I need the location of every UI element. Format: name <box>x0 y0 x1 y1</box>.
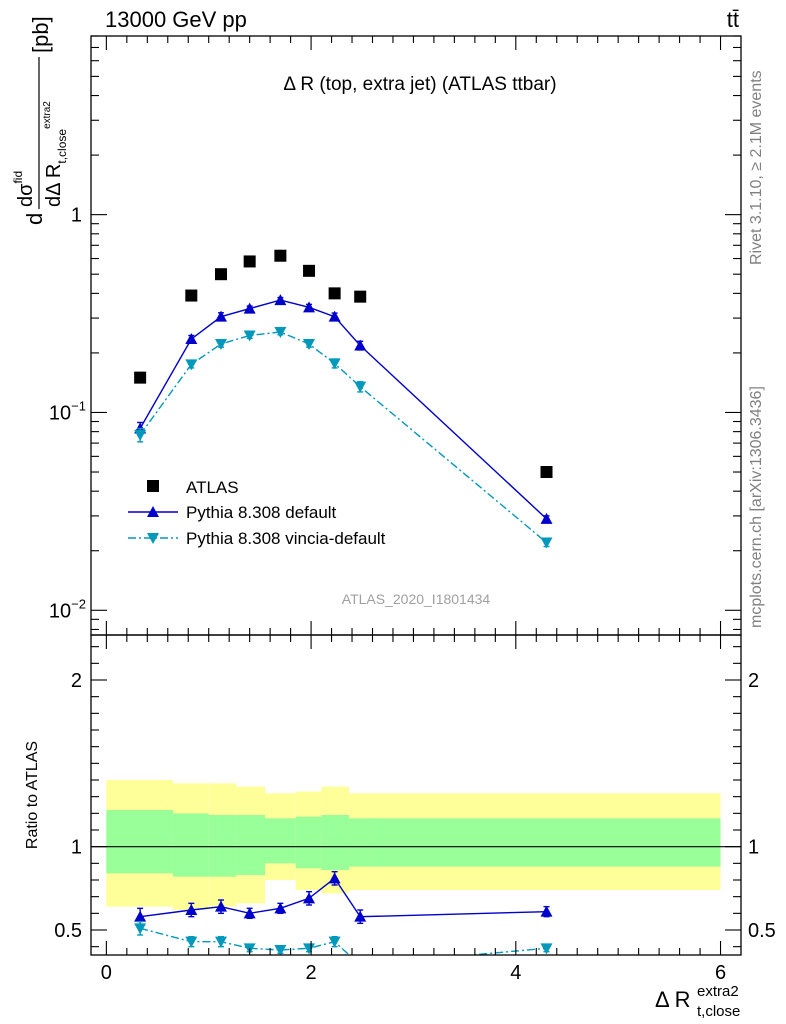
main-vincia-marker <box>215 338 227 350</box>
inner-band-bin <box>265 818 296 864</box>
main-atlas-point <box>134 371 147 384</box>
main-atlas-point <box>303 264 316 277</box>
main-vincia-marker <box>274 327 287 339</box>
main-default-marker <box>185 333 198 345</box>
legend-vincia-marker <box>147 533 159 544</box>
main-atlas-point <box>215 268 227 281</box>
main-vincia-marker <box>243 330 256 342</box>
x-tick-label: 0 <box>101 962 112 984</box>
legend-default-label: Pythia 8.308 default <box>186 503 337 522</box>
ratio-default-marker <box>540 905 553 917</box>
ratio-y-tick-label: 2 <box>71 670 82 692</box>
y-tick-label: 10−1 <box>49 398 86 424</box>
inner-band-bin <box>236 815 266 875</box>
ratio-default-marker <box>303 892 316 904</box>
ratio-default-marker <box>274 902 287 914</box>
main-atlas-point <box>354 290 367 303</box>
main-atlas-point <box>243 255 256 268</box>
ratio-default-marker <box>328 872 341 884</box>
main-title: Δ R (top, extra jet) (ATLAS ttbar) <box>283 74 556 95</box>
inner-band-bin <box>321 815 349 870</box>
legend: ATLAS Pythia 8.308 default Pythia 8.308 … <box>128 478 386 548</box>
legend-atlas-marker <box>147 480 159 492</box>
main-default-marker <box>328 310 341 322</box>
legend-default-marker <box>147 506 159 517</box>
main-vincia-marker <box>134 429 147 441</box>
main-vincia-marker <box>303 338 316 350</box>
inner-band-bin <box>348 818 375 867</box>
ratio-y-tick-label-right: 2 <box>748 670 759 692</box>
ratio-vincia-marker <box>134 923 147 935</box>
x-axis-label: Δ R t,close extra2 <box>655 983 740 1020</box>
x-tick-label: 4 <box>510 962 521 984</box>
ratio-vincia-line <box>139 927 547 955</box>
energy-label: 13000 GeV pp <box>105 7 247 32</box>
ratio-y-axis-label: Ratio to ATLAS <box>24 741 41 849</box>
main-atlas-point <box>185 289 198 302</box>
y-tick-label: 1 <box>71 205 82 227</box>
mcplots-label: mcplots.cern.ch [arXiv:1306.3436] <box>748 386 765 628</box>
legend-atlas-label: ATLAS <box>186 478 239 497</box>
ratio-vincia-marker <box>215 936 227 948</box>
ratio-series-group <box>134 870 553 971</box>
ratio-y-tick-label: 0.5 <box>54 920 82 942</box>
x-tick-label: 2 <box>306 962 317 984</box>
ratio-y-tick-label-right: 0.5 <box>748 920 776 942</box>
inner-band-bin <box>208 815 237 877</box>
ratio-vincia-marker <box>274 945 287 955</box>
x-tick-label: 6 <box>715 962 726 984</box>
svg-text:[pb]: [pb] <box>28 16 53 53</box>
rivet-version-label: Rivet 3.1.10, ≥ 2.1M events <box>748 70 765 265</box>
main-atlas-point <box>328 287 341 300</box>
ratio-vincia-marker <box>185 936 198 948</box>
main-vincia-marker <box>540 537 553 549</box>
main-vincia-marker <box>328 358 341 370</box>
main-vincia-marker <box>354 381 367 393</box>
ratio-default-marker <box>185 904 198 915</box>
ratio-vincia-marker <box>354 960 366 971</box>
main-atlas-point <box>274 249 287 262</box>
ratio-vincia-marker <box>540 943 553 955</box>
svg-text:Δ R: Δ R <box>655 987 690 1012</box>
svg-text:t,close: t,close <box>697 1003 740 1020</box>
main-series-group <box>134 249 553 549</box>
main-vincia-marker <box>185 359 198 371</box>
ratio-plot-frame <box>90 634 742 956</box>
main-y-axis-label: d dσfid dΔ Rt,closeextra2 [pb] <box>11 16 69 225</box>
analysis-watermark: ATLAS_2020_I1801434 <box>342 591 491 607</box>
svg-text:extra2: extra2 <box>697 983 739 1000</box>
legend-vincia-label: Pythia 8.308 vincia-default <box>186 529 386 548</box>
main-atlas-point <box>540 466 553 479</box>
ratio-y-tick-label-right: 1 <box>748 837 759 859</box>
svg-text:dσfid: dσfid <box>11 171 37 207</box>
main-default-marker <box>215 310 227 322</box>
ratio-default-marker <box>215 900 227 912</box>
axis-ticks <box>91 35 741 955</box>
inner-band-bin <box>106 810 173 874</box>
ratio-default-marker <box>354 910 367 922</box>
ratio-uncertainty-bands <box>106 780 721 910</box>
inner-band-bin <box>295 816 322 869</box>
ratio-default-marker <box>243 907 256 919</box>
ratio-y-tick-label: 1 <box>71 837 82 859</box>
ratio-default-marker <box>134 910 147 922</box>
main-default-marker <box>243 302 256 314</box>
inner-band-bin <box>172 813 209 877</box>
y-tick-label: 10−2 <box>49 596 86 622</box>
svg-text:d: d <box>22 213 47 225</box>
main-default-marker <box>303 301 316 313</box>
main-default-marker <box>274 294 287 306</box>
inner-band-bin <box>374 818 721 867</box>
ratio-vincia-marker <box>303 943 316 955</box>
process-label: tt̄ <box>727 7 739 32</box>
svg-text:dΔ Rt,closeextra2: dΔ Rt,closeextra2 <box>42 101 69 207</box>
main-default-marker <box>354 339 367 351</box>
main-default-marker <box>540 512 553 524</box>
ratio-vincia-marker <box>328 936 341 948</box>
